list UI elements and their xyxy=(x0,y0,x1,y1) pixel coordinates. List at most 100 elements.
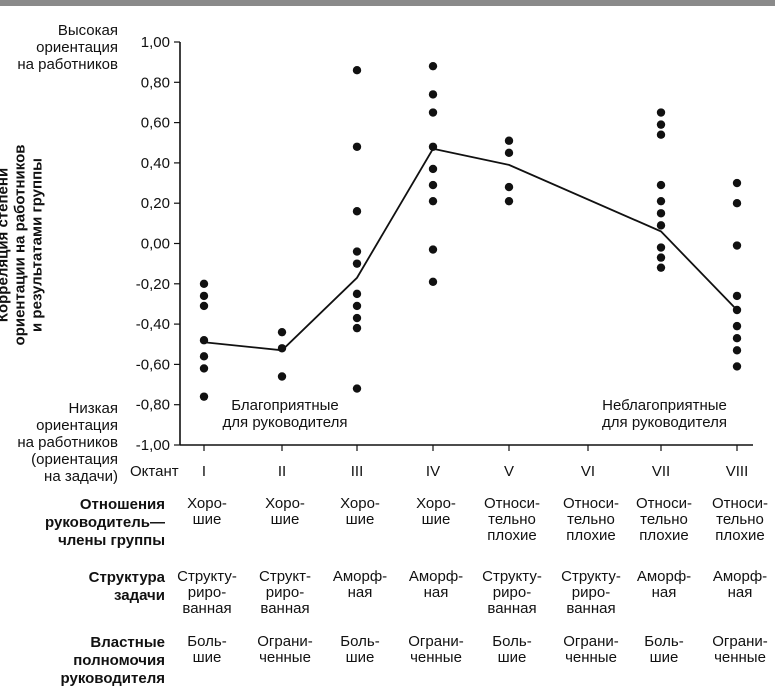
data-point xyxy=(277,344,287,353)
data-point xyxy=(428,245,438,254)
table-cell: Хоро- шие xyxy=(265,495,305,528)
data-point xyxy=(732,305,742,315)
data-point xyxy=(732,321,742,331)
data-point xyxy=(199,352,209,361)
data-point xyxy=(352,142,362,151)
octant-title: Октант xyxy=(130,463,179,480)
data-point xyxy=(277,327,287,337)
table-cell: Относи- тельно плохие xyxy=(711,495,769,544)
data-point xyxy=(352,259,362,268)
y-tick-label: 0,60 xyxy=(141,115,170,132)
data-point xyxy=(732,362,742,371)
data-point xyxy=(352,66,362,75)
y-axis-label: Корреляция степени ориентации на работни… xyxy=(0,144,46,346)
data-point xyxy=(428,277,438,286)
data-point xyxy=(732,178,742,188)
table-cell: Хоро- шие xyxy=(340,495,380,528)
table-cell: Боль- шие xyxy=(187,633,227,666)
top-border-bar xyxy=(0,0,775,6)
y-tick-label: -0,80 xyxy=(136,397,170,414)
table-cell: Ограни- ченные xyxy=(712,633,768,666)
data-point xyxy=(428,180,438,190)
y-tick-label: 0,20 xyxy=(141,195,170,212)
data-point xyxy=(732,334,742,343)
octant-label: VI xyxy=(580,463,596,480)
table-cell: Боль- шие xyxy=(340,633,380,666)
data-point xyxy=(428,61,438,71)
data-point xyxy=(352,301,362,311)
y-top-annotation: Высокая ориентация на работников xyxy=(17,22,118,73)
table-cell: Аморф- ная xyxy=(332,568,388,601)
data-point xyxy=(504,136,514,145)
table-cell: Структу- риро- ванная xyxy=(177,568,237,617)
data-point xyxy=(656,120,666,129)
data-point xyxy=(352,247,362,256)
octant-label: II xyxy=(277,463,287,480)
data-point xyxy=(428,196,438,206)
data-point xyxy=(656,221,666,230)
data-point xyxy=(199,301,209,311)
octant-label: V xyxy=(503,463,514,480)
data-point xyxy=(656,180,666,190)
y-tick-label: 0,40 xyxy=(141,155,170,172)
table-cell: Боль- шие xyxy=(492,633,532,666)
data-point xyxy=(428,90,438,99)
data-point xyxy=(352,207,362,216)
favorable-annotation: Благоприятные для руководителя xyxy=(222,397,348,431)
data-point xyxy=(428,142,438,151)
table-cell: Ограни- ченные xyxy=(563,633,619,666)
data-point xyxy=(199,336,209,345)
table-cell: Относи- тельно плохие xyxy=(483,495,541,544)
y-tick-label: -0,20 xyxy=(136,276,170,293)
data-point xyxy=(199,392,209,401)
data-point xyxy=(732,346,742,355)
data-point xyxy=(504,196,514,206)
octant-label: VIII xyxy=(725,463,749,480)
data-point xyxy=(277,372,287,381)
data-point xyxy=(732,241,742,250)
table-cell: Аморф- ная xyxy=(636,568,692,601)
table-cell: Ограни- ченные xyxy=(257,633,313,666)
data-point xyxy=(352,313,362,323)
data-point xyxy=(352,289,362,299)
data-point xyxy=(352,384,362,393)
table-cell: Аморф- ная xyxy=(712,568,768,601)
y-tick-label: -0,60 xyxy=(136,356,170,373)
table-cell: Относи- тельно плохие xyxy=(635,495,693,544)
trend-line xyxy=(203,147,738,352)
table-row-label: Властные полномочия руководителя xyxy=(60,634,165,687)
data-point xyxy=(656,108,666,117)
octant-label: III xyxy=(350,463,364,480)
data-point xyxy=(656,243,666,252)
data-point xyxy=(732,199,742,208)
data-point xyxy=(199,291,209,301)
y-tick-label: -0,40 xyxy=(136,316,170,333)
table-cell: Структ- риро- ванная xyxy=(259,568,311,617)
data-point xyxy=(656,263,666,272)
data-point xyxy=(656,196,666,206)
table-cell: Ограни- ченные xyxy=(408,633,464,666)
octant-label: VII xyxy=(651,463,671,480)
table-cell: Хоро- шие xyxy=(416,495,456,528)
unfavorable-annotation: Неблагоприятные для руководителя xyxy=(602,397,727,431)
y-tick-label: -1,00 xyxy=(136,437,170,454)
data-point xyxy=(656,253,666,262)
data-point xyxy=(428,108,438,117)
data-point xyxy=(504,148,514,158)
data-point xyxy=(199,279,209,288)
table-cell: Хоро- шие xyxy=(187,495,227,528)
data-point xyxy=(504,182,514,192)
octant-label: I xyxy=(201,463,207,480)
data-point xyxy=(428,164,438,174)
data-point xyxy=(732,291,742,301)
table-row-label: Структура задачи xyxy=(88,569,165,604)
y-tick-label: 0,00 xyxy=(141,236,170,253)
table-cell: Структу- риро- ванная xyxy=(561,568,621,617)
data-point xyxy=(656,130,666,139)
y-tick-label: 0,80 xyxy=(141,74,170,91)
table-cell: Боль- шие xyxy=(644,633,684,666)
table-cell: Относи- тельно плохие xyxy=(562,495,620,544)
y-tick-label: 1,00 xyxy=(141,34,170,51)
data-point xyxy=(656,209,666,218)
